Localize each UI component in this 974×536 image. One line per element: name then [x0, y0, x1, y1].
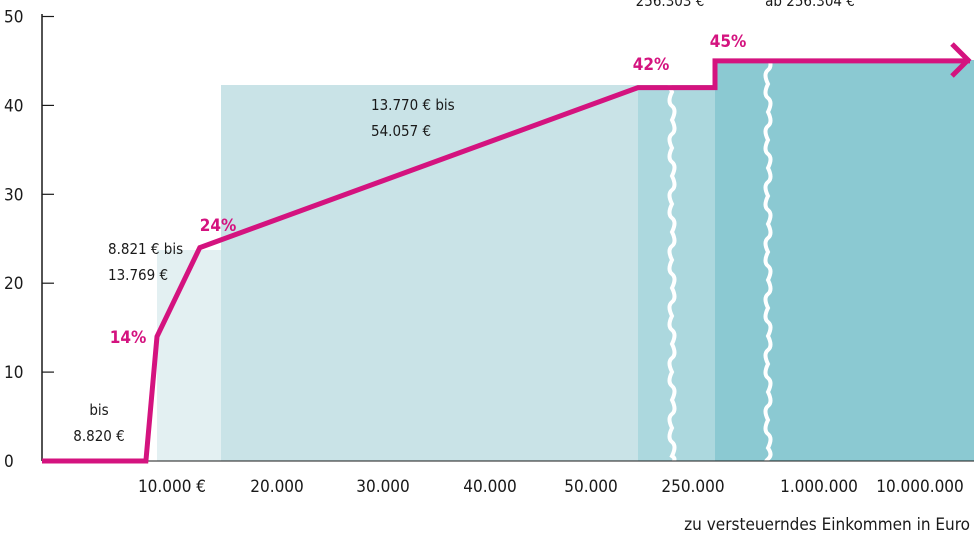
x-tick-label: 40.000 — [463, 477, 517, 497]
x-tick-label: 50.000 — [564, 477, 618, 497]
bracket-label-line: bis — [89, 401, 108, 419]
x-tick-label: 30.000 — [356, 477, 410, 497]
x-axis-title: zu versteuerndes Einkommen in Euro — [684, 515, 970, 535]
arrow-head — [950, 42, 972, 78]
y-tick-label: 30 — [4, 185, 23, 205]
y-tick-label: 40 — [4, 96, 23, 116]
rate-label: 24% — [200, 216, 237, 236]
zone-1 — [157, 250, 221, 461]
x-axis-ticks: 10.000 € 20.000 30.000 40.000 50.000 250.000 1… — [138, 477, 964, 497]
y-tick-label: 50 — [4, 8, 23, 28]
x-tick-label: 10.000.000 — [876, 477, 964, 497]
y-tick-label: 20 — [4, 274, 23, 294]
tax-rate-line — [42, 58, 970, 464]
zone-2 — [221, 85, 638, 461]
axis-breaks — [667, 55, 773, 472]
x-tick-label: 20.000 — [250, 477, 304, 497]
axis-break-2 — [763, 55, 773, 472]
bracket-label-line: 13.769 € — [108, 266, 168, 284]
bracket-label-line: 8.821 € bis — [108, 240, 183, 258]
bracket-labels: bis 8.820 € 8.821 € bis 13.769 € 13.770 € bi… — [73, 0, 855, 445]
bracket-label-line: 8.820 € — [73, 427, 125, 445]
x-tick-label: 1.000.000 — [780, 477, 858, 497]
y-tick-label: 10 — [4, 363, 23, 383]
x-tick-label: 250.000 — [661, 477, 724, 497]
rate-label: 14% — [110, 328, 147, 348]
bracket-label-line: 256.303 € — [636, 0, 705, 10]
rate-label: 45% — [710, 32, 747, 52]
bracket-zones — [157, 60, 974, 461]
y-axis: 0 10 20 30 40 50 — [4, 8, 54, 472]
zone-3 — [638, 85, 715, 461]
x-tick-label: 10.000 € — [138, 477, 206, 497]
bracket-label-line: 13.770 € bis — [371, 96, 455, 114]
rate-labels: 14% 24% 42% 45% — [110, 32, 747, 348]
rate-label: 42% — [633, 55, 670, 75]
zone-4 — [715, 60, 974, 461]
y-tick-label: 0 — [4, 452, 14, 472]
axis-break-1 — [667, 63, 677, 472]
bracket-label-line: ab 256.304 € — [765, 0, 855, 10]
bracket-label-line: 54.057 € — [371, 122, 431, 140]
